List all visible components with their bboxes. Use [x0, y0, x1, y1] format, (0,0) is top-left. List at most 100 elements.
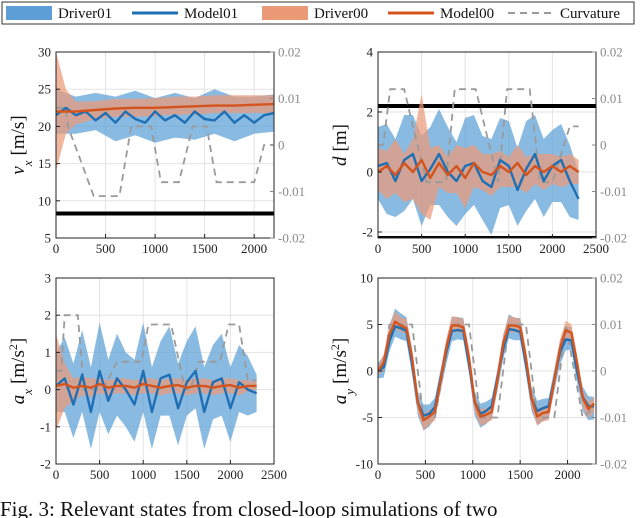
y-tick-label: -1	[40, 419, 51, 434]
x-tick-label: 2500	[261, 467, 287, 482]
x-tick-label: 0	[53, 467, 60, 482]
y-label-close: ]	[330, 338, 351, 344]
y-tick-label: -5	[362, 410, 373, 425]
x-tick-label: 1000	[460, 467, 486, 482]
y2-tick-label: -0.02	[278, 231, 305, 246]
curvature-line-d	[378, 88, 579, 184]
panel-d: 0 500 1000 1500 2000 2500-2024-0.02-0.0100.01…	[330, 45, 627, 257]
plot-content-vx	[56, 52, 274, 216]
legend-label-driver01: Driver01	[58, 6, 112, 22]
y-tick-label: 2	[45, 308, 52, 323]
y-tick-label: 5	[367, 317, 374, 332]
y-tick-label: -10	[356, 457, 373, 472]
curvature-line-vx	[56, 106, 274, 197]
y2-tick-label: 0	[600, 138, 607, 153]
y-label-subscript: x	[20, 160, 35, 167]
y-tick-label: 3	[45, 271, 52, 286]
y-tick-label: 30	[38, 45, 51, 60]
band-driver00-ax	[56, 333, 257, 431]
panel-ay: 0 500 1000 1500 2000 -10 -5 0 5 10 -0.02 -0.01 0 0.01…	[328, 271, 627, 483]
x-tick-label: 0	[375, 467, 382, 482]
x-tick-label: 1500	[192, 241, 218, 256]
legend-entry-driver00: Driver00	[262, 6, 368, 22]
y-axis-label-d: d [m]	[330, 124, 351, 166]
figure-caption: Fig. 3: Relevant states from closed-loop…	[0, 497, 498, 518]
legend-label-model01: Model01	[184, 6, 238, 22]
legend-swatch-driver01	[6, 6, 52, 20]
y-label-superscript: 2	[6, 344, 20, 350]
y-label-unit: [m/s]	[8, 115, 29, 155]
y2-tick-label: -0.01	[600, 410, 627, 425]
legend-entry-model00: Model00	[388, 6, 494, 22]
line-model01-ax	[56, 369, 258, 414]
x-tick-label: 0	[53, 241, 60, 256]
x-tick-label: 2000	[539, 241, 565, 256]
plot-content-d	[378, 88, 596, 238]
x-tick-label: 500	[416, 467, 436, 482]
legend-label-driver00: Driver00	[314, 6, 368, 22]
line-model00-d	[378, 158, 580, 180]
y-label-superscript: 2	[328, 344, 342, 350]
x-tick-label: 1500	[496, 241, 522, 256]
legend-box	[1, 1, 635, 25]
y-axis-label-ax: ax [m/s2]	[6, 338, 35, 404]
y-label-symbol: d	[330, 156, 351, 166]
y2-tick-label: -0.01	[278, 184, 305, 199]
y-label-close: ]	[8, 338, 29, 344]
band-driver01-ay	[378, 308, 595, 431]
y2-tick-label: 0.02	[278, 45, 301, 60]
legend-swatch-driver00	[262, 6, 308, 20]
y-tick-label: 10	[38, 193, 51, 208]
x-tick-label: 500	[96, 241, 116, 256]
y-axis-label-vx: vx [m/s]	[8, 115, 35, 174]
y-tick-label: -2	[362, 225, 373, 240]
x-tick-label: 1000	[142, 241, 168, 256]
y-tick-label: 2	[367, 105, 374, 120]
y-label-unit: [m]	[330, 124, 351, 151]
x-tick-label: 500	[412, 241, 432, 256]
y2-tick-label: 0	[278, 138, 285, 153]
y-tick-label: 10	[360, 271, 373, 286]
y-tick-label: 20	[38, 119, 51, 134]
y-tick-label: 15	[38, 156, 51, 171]
y-label-subscript: x	[20, 389, 35, 396]
legend: Driver01 Model01 Driver00 Model00 Curvature	[1, 1, 635, 25]
y2-tick-label: 0	[600, 364, 607, 379]
y-tick-label: 1	[45, 345, 52, 360]
y-label-subscript: y	[342, 389, 357, 397]
y-label-unit: [m/s	[8, 350, 29, 384]
line-model00-vx	[56, 102, 274, 113]
y-tick-label: 0	[45, 382, 52, 397]
y-label-symbol: v	[8, 166, 29, 175]
x-tick-label: 1500	[174, 467, 200, 482]
band-driver00-vx	[56, 52, 274, 171]
y2-tick-label: 0.01	[600, 91, 623, 106]
x-tick-label: 2000	[241, 241, 267, 256]
curvature-line-ax	[56, 314, 257, 391]
y-tick-label: 4	[367, 45, 374, 60]
x-tick-label: 0	[375, 241, 382, 256]
y2-tick-label: -0.01	[600, 184, 627, 199]
y-tick-label: -2	[40, 457, 51, 472]
line-model00-ay	[378, 320, 595, 422]
x-tick-label: 1000	[130, 467, 156, 482]
x-tick-label: 2000	[217, 467, 243, 482]
y-label-symbol: a	[8, 395, 29, 405]
y-axis-label-ay: ay [m/s2]	[328, 338, 357, 404]
band-driver00-d	[378, 94, 579, 220]
line-model00-ax	[56, 382, 257, 389]
x-tick-label: 2000	[555, 467, 581, 482]
y-tick-label: 25	[38, 82, 51, 97]
legend-entry-model01: Model01	[132, 6, 238, 22]
y-label-symbol: a	[330, 395, 351, 405]
y2-tick-label: 0.02	[600, 271, 623, 286]
panel-vx: 0 500 1000 1500 2000 5 10 15 20 25 30 -0.02 -0.01 0 0.…	[8, 45, 305, 257]
y2-tick-label: 0.01	[600, 317, 623, 332]
y-tick-label: 0	[367, 165, 374, 180]
line-model01-d	[378, 152, 580, 200]
y2-tick-label: 0.02	[600, 45, 623, 60]
plot-content-ay	[378, 308, 595, 431]
plot-content-ax	[56, 314, 258, 450]
